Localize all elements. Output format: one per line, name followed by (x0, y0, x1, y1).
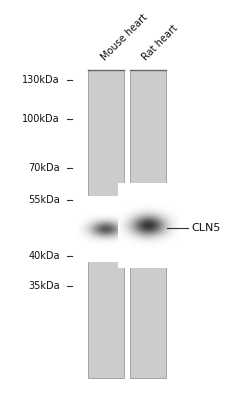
Text: 40kDa: 40kDa (28, 251, 60, 261)
Text: Rat heart: Rat heart (141, 22, 180, 62)
Bar (88, 70, 124, 378)
Text: Mouse heart: Mouse heart (99, 12, 149, 62)
Text: CLN5: CLN5 (192, 223, 221, 233)
Text: 100kDa: 100kDa (22, 114, 60, 124)
Text: 130kDa: 130kDa (22, 75, 60, 85)
Text: 70kDa: 70kDa (28, 163, 60, 173)
Text: 35kDa: 35kDa (28, 281, 60, 291)
Bar (130, 70, 166, 378)
Text: 55kDa: 55kDa (28, 196, 60, 206)
